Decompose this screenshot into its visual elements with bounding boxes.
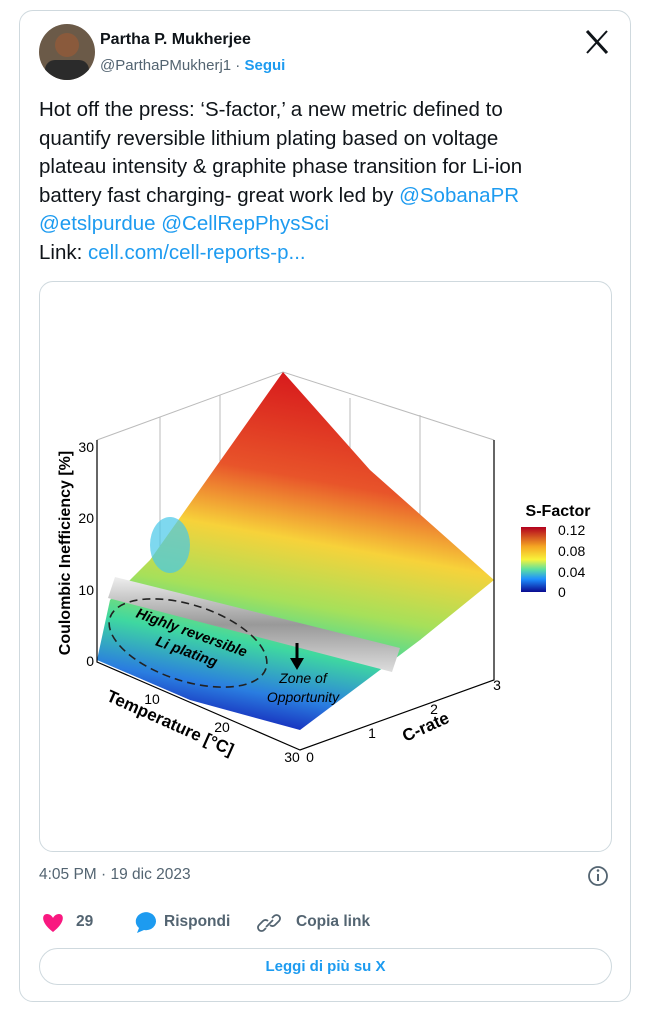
tweet-text: Hot off the press: ‘S-factor,’ a new met… bbox=[39, 96, 629, 267]
copy-link-button[interactable]: Copia link bbox=[296, 913, 371, 930]
colorbar-tick: 0.12 bbox=[558, 522, 585, 538]
x-tick: 10 bbox=[144, 691, 160, 707]
text-line: quantify reversible lithium plating base… bbox=[39, 126, 499, 150]
mention[interactable]: @etslpurdue bbox=[39, 212, 156, 235]
read-more-button[interactable]: Leggi di più su X bbox=[39, 948, 612, 985]
reply-icon[interactable] bbox=[135, 912, 157, 933]
x-tick: 30 bbox=[284, 749, 300, 765]
separator: · bbox=[235, 57, 241, 74]
text-line: battery fast charging- great work led by bbox=[39, 183, 394, 207]
text-line: Hot off the press: ‘S-factor,’ a new met… bbox=[39, 98, 503, 121]
author-handle[interactable]: @ParthaPMukherj1 bbox=[100, 57, 232, 74]
colorbar-tick: 0 bbox=[558, 584, 566, 600]
link-label: Link: bbox=[39, 240, 83, 264]
annotation: Opportunity bbox=[267, 689, 340, 705]
link-icon[interactable] bbox=[257, 914, 281, 932]
z-tick: 30 bbox=[78, 439, 94, 455]
follow-button[interactable]: Segui bbox=[244, 57, 286, 74]
x-logo[interactable] bbox=[585, 29, 609, 55]
mention[interactable]: @SobanaPR bbox=[399, 183, 520, 207]
colorbar-title: S-Factor bbox=[526, 503, 591, 520]
link[interactable]: cell.com/cell-reports-p... bbox=[88, 240, 306, 264]
chart-image: S-Factor 0.12 0.08 0.04 0 30 20 10 0 Cou… bbox=[57, 371, 591, 765]
colorbar-tick: 0.04 bbox=[558, 564, 585, 580]
z-label: Coulombic Inefficiency [%] bbox=[57, 451, 74, 655]
author-name[interactable]: Partha P. Mukherjee bbox=[100, 31, 251, 48]
author-line: @ParthaPMukherj1 · Segui bbox=[100, 57, 285, 74]
media-frame[interactable] bbox=[39, 281, 612, 852]
like-icon[interactable] bbox=[43, 914, 63, 932]
tweet-card bbox=[19, 10, 631, 1002]
mention[interactable]: @CellRepPhysSci bbox=[161, 212, 330, 235]
y-tick: 2 bbox=[430, 701, 438, 717]
reply-button[interactable]: Rispondi bbox=[164, 913, 231, 930]
y-tick: 1 bbox=[368, 725, 376, 741]
colorbar-tick: 0.08 bbox=[558, 543, 585, 559]
x-tick: 20 bbox=[214, 719, 230, 735]
text-line: plateau intensity & graphite phase trans… bbox=[39, 155, 523, 178]
z-tick: 0 bbox=[86, 653, 94, 669]
like-count[interactable]: 29 bbox=[76, 913, 94, 930]
y-tick: 3 bbox=[493, 677, 501, 693]
z-tick: 10 bbox=[78, 582, 94, 598]
info-icon[interactable] bbox=[588, 866, 608, 886]
y-tick: 0 bbox=[306, 749, 314, 765]
z-tick: 20 bbox=[78, 510, 94, 526]
timestamp[interactable]: 4:05 PM · 19 dic 2023 bbox=[39, 866, 191, 883]
annotation: Zone of bbox=[278, 670, 329, 686]
avatar[interactable] bbox=[39, 24, 95, 84]
